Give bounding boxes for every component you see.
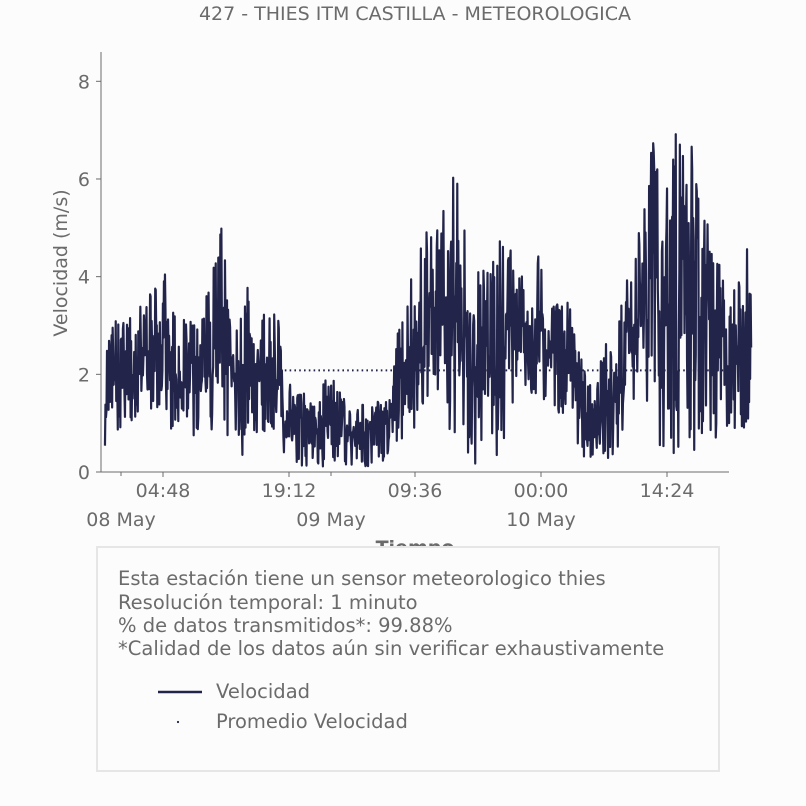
x-day-label: 10 May xyxy=(506,509,576,531)
chart-title: 427 - THIES ITM CASTILLA - METEOROLOGICA xyxy=(198,3,632,25)
x-tick-label: 00:00 xyxy=(514,480,569,502)
info-resolution-text: Resolución temporal: 1 minuto xyxy=(118,591,418,614)
y-ticks: 0 2 4 6 8 xyxy=(78,71,101,484)
series-velocidad-line xyxy=(103,133,753,468)
legend-dot-icon xyxy=(176,720,180,724)
x-ticks: 04:48 19:12 09:36 00:00 14:24 08 May 09 May 10 … xyxy=(86,472,694,531)
y-tick-label: 8 xyxy=(78,71,90,93)
info-box: Esta estación tiene un sensor meteorolog… xyxy=(96,546,720,772)
y-axis-label: Velocidad (m/s) xyxy=(50,189,72,336)
info-sensor-text: Esta estación tiene un sensor meteorolog… xyxy=(118,567,606,590)
x-tick-label: 04:48 xyxy=(136,480,191,502)
x-day-label: 08 May xyxy=(86,509,156,531)
legend-solid-line-icon xyxy=(158,690,202,694)
x-tick-label: 09:36 xyxy=(388,480,443,502)
x-tick-label: 19:12 xyxy=(262,480,317,502)
x-day-label: 09 May xyxy=(296,509,366,531)
y-tick-label: 6 xyxy=(78,169,90,191)
y-tick-label: 2 xyxy=(78,364,90,386)
legend-label-velocidad: Velocidad xyxy=(216,680,311,703)
info-quality-text: *Calidad de los datos aún sin verificar … xyxy=(118,637,665,660)
legend-label-promedio: Promedio Velocidad xyxy=(216,710,408,733)
y-tick-label: 4 xyxy=(78,267,90,289)
x-tick-label: 14:24 xyxy=(640,480,695,502)
plot-area xyxy=(103,133,753,468)
y-tick-label: 0 xyxy=(78,462,90,484)
info-transmitted-text: % de datos transmitidos*: 99.88% xyxy=(118,614,453,637)
